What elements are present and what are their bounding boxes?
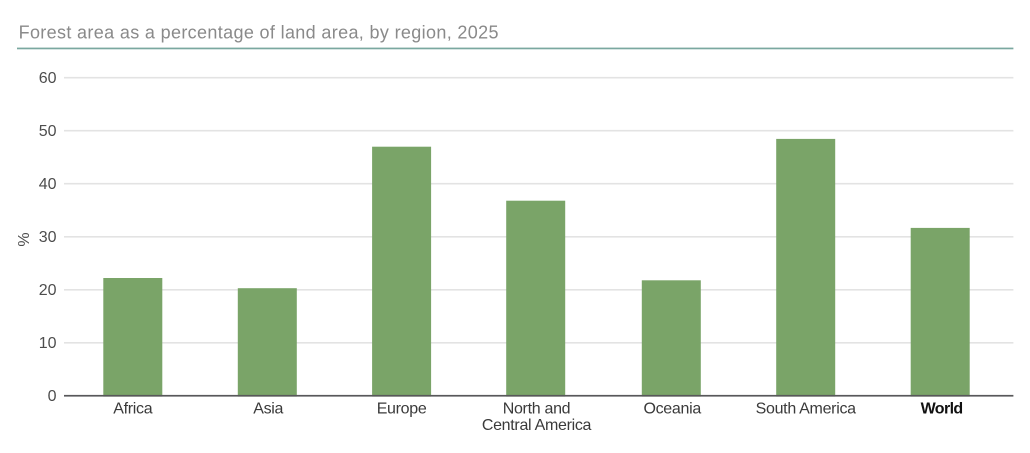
svg-text:50: 50 bbox=[39, 123, 57, 140]
svg-text:Europe: Europe bbox=[377, 401, 427, 418]
svg-text:North and: North and bbox=[503, 401, 571, 418]
svg-text:20: 20 bbox=[39, 282, 57, 299]
svg-text:%: % bbox=[16, 232, 33, 246]
svg-text:0: 0 bbox=[48, 388, 57, 405]
svg-text:40: 40 bbox=[39, 176, 57, 193]
svg-text:Asia: Asia bbox=[253, 401, 283, 418]
svg-text:Oceania: Oceania bbox=[643, 401, 701, 418]
svg-text:10: 10 bbox=[39, 335, 57, 352]
svg-text:60: 60 bbox=[39, 70, 57, 87]
svg-text:30: 30 bbox=[39, 229, 57, 246]
svg-text:South America: South America bbox=[756, 401, 857, 418]
svg-text:Africa: Africa bbox=[113, 401, 153, 418]
svg-text:Central America: Central America bbox=[482, 417, 592, 434]
svg-text:World: World bbox=[921, 401, 963, 418]
svg-text:Forest area as a percentage of: Forest area as a percentage of land area… bbox=[19, 22, 499, 42]
